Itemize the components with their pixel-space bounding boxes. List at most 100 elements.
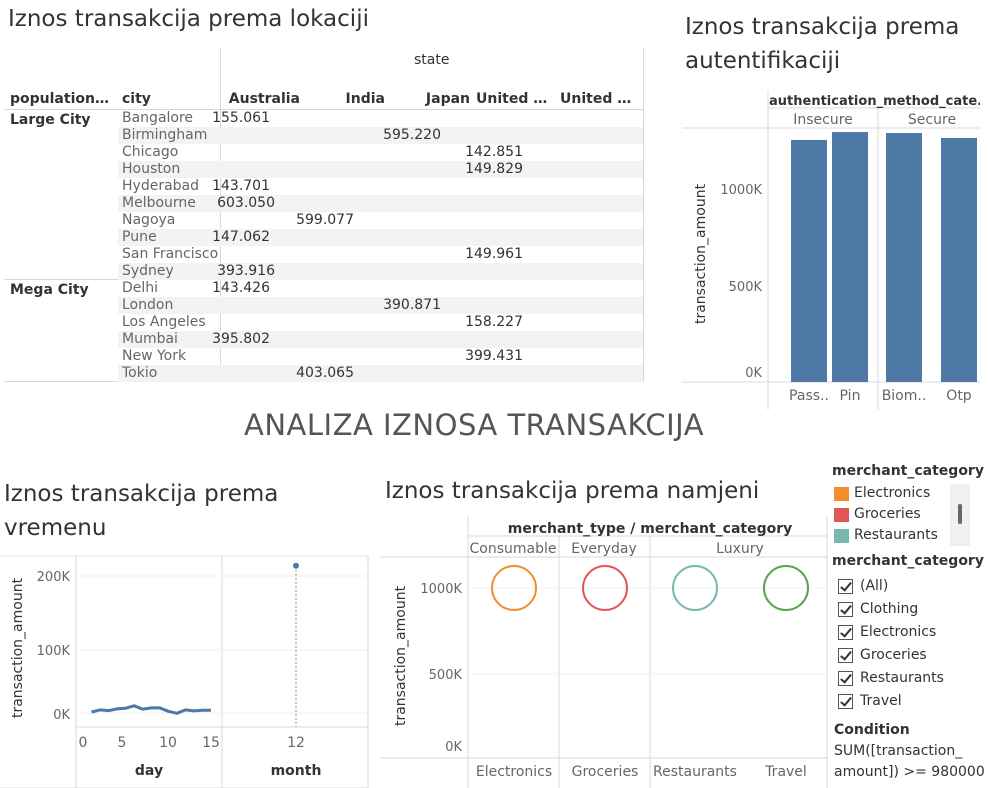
cell-value: 147.062 <box>212 229 270 245</box>
city-name: Birmingham <box>122 127 208 143</box>
checkbox-checked[interactable] <box>838 579 853 594</box>
filter-option-label: Restaurants <box>860 670 944 686</box>
city-name: Los Angeles <box>122 314 206 330</box>
legend-swatch <box>834 508 849 522</box>
purpose-circle-chart: merchant_type / merchant_category Consum… <box>380 516 828 788</box>
table-row: Mumbai 395.802 <box>118 331 643 348</box>
cell-value: 149.829 <box>465 161 523 177</box>
purpose-y-axis-label: transaction_amount <box>393 585 409 726</box>
time-y-tick: 200K <box>37 570 71 585</box>
checkbox-checked[interactable] <box>838 625 853 640</box>
legend-swatch <box>834 487 849 501</box>
purpose-circle[interactable] <box>763 565 809 611</box>
city-header[interactable]: city <box>122 91 151 107</box>
filter-option-label: Clothing <box>860 601 919 617</box>
city-name: Mumbai <box>122 331 178 347</box>
auth-bar[interactable] <box>941 137 977 382</box>
table-row: Pune 147.062 <box>118 229 643 246</box>
population-group-label: Large City <box>10 112 91 128</box>
purpose-circle[interactable] <box>672 565 718 611</box>
checkbox-checked[interactable] <box>838 694 853 709</box>
time-x-tick: 0 <box>79 735 88 751</box>
legend-label: Groceries <box>854 506 921 522</box>
purpose-circle[interactable] <box>491 565 537 611</box>
auth-y-tick: 0K <box>745 366 762 381</box>
auth-title-line2: autentifikaciji <box>685 48 841 74</box>
auth-x-tick: Otp <box>946 388 972 404</box>
state-column-header[interactable]: Australia <box>228 91 300 107</box>
time-y-axis-label: transaction_amount <box>10 577 26 718</box>
table-row: Delhi 143.426 <box>118 280 643 297</box>
time-series-line[interactable] <box>91 704 212 715</box>
auth-x-tick: Biom.. <box>882 388 927 404</box>
purpose-title: Iznos transakcija prema namjeni <box>385 478 760 504</box>
filter-option-label: Groceries <box>860 647 927 663</box>
auth-bar[interactable] <box>832 132 868 382</box>
cell-value: 143.426 <box>212 280 270 296</box>
auth-method-header: authentication_method_cate.. <box>769 94 980 109</box>
population-header[interactable]: population_c.. <box>10 91 115 107</box>
checkbox-checked[interactable] <box>838 671 853 686</box>
population-group-label: Mega City <box>10 282 89 298</box>
time-month-tick: 12 <box>287 735 305 751</box>
purpose-x-tick: Travel <box>764 764 807 780</box>
checkbox-checked[interactable] <box>838 602 853 617</box>
location-title: Iznos transakcija prema lokaciji <box>8 6 369 32</box>
table-row: Melbourne 603.050 <box>118 195 643 212</box>
table-row: New York 399.431 <box>118 348 643 365</box>
legend-label: Restaurants <box>854 527 938 543</box>
table-row: Los Angeles 158.227 <box>118 314 643 331</box>
time-y-tick: 100K <box>37 644 71 659</box>
auth-bar[interactable] <box>886 133 922 382</box>
condition-title: Condition <box>834 722 910 738</box>
cell-value: 142.851 <box>465 144 523 160</box>
cell-value: 155.061 <box>212 110 270 126</box>
city-name: Chicago <box>122 144 179 160</box>
city-name: Hyderabad <box>122 178 199 194</box>
city-name: Pune <box>122 229 157 245</box>
auth-bar-chart: authentication_method_cate.. Insecure Se… <box>682 90 980 410</box>
auth-bar[interactable] <box>791 139 827 382</box>
table-row: Sydney 393.916 <box>118 263 643 280</box>
cell-value: 403.065 <box>296 365 354 381</box>
city-name: New York <box>122 348 187 364</box>
table-row: Nagoya 599.077 <box>118 212 643 229</box>
legend-scrollbar-thumb[interactable] <box>958 504 962 524</box>
table-row: Chicago 142.851 <box>118 144 643 161</box>
time-x-label-month: month <box>271 763 322 779</box>
state-column-header[interactable]: United Ki.. <box>476 91 556 107</box>
city-name: Delhi <box>122 280 159 296</box>
month-point[interactable] <box>293 562 299 569</box>
cell-value: 595.220 <box>383 127 441 143</box>
dashboard-title: ANALIZA IZNOSA TRANSAKCIJA <box>244 408 705 442</box>
condition-text-line1: SUM([transaction_ <box>834 743 963 759</box>
state-column-header[interactable]: India <box>345 91 385 107</box>
auth-x-tick: Pass.. <box>789 388 829 404</box>
purpose-y-tick: 1000K <box>420 582 462 597</box>
time-x-tick: 10 <box>159 735 177 751</box>
legend-scrollbar[interactable] <box>950 484 970 546</box>
checkbox-checked[interactable] <box>838 648 853 663</box>
purpose-x-tick: Groceries <box>572 764 639 780</box>
city-name: San Francisco <box>122 246 219 262</box>
time-x-tick: 5 <box>118 735 127 751</box>
time-x-label-day: day <box>135 763 163 779</box>
city-name: Bangalore <box>122 110 194 126</box>
time-y-tick: 0K <box>53 708 70 723</box>
city-name: London <box>122 297 174 313</box>
purpose-circle[interactable] <box>582 565 628 611</box>
cell-value: 395.802 <box>212 331 270 347</box>
table-row: London 390.871 <box>118 297 643 314</box>
state-column-header[interactable]: Japan <box>425 91 470 107</box>
state-header: state <box>414 52 450 68</box>
time-title-line1: Iznos transakcija prema <box>4 481 279 507</box>
table-row: Houston 149.829 <box>118 161 643 178</box>
state-column-header[interactable]: United St.. <box>560 91 640 107</box>
time-x-tick: 15 <box>202 735 220 751</box>
cell-value: 149.961 <box>465 246 523 262</box>
time-title-line2: vremenu <box>4 515 107 541</box>
table-row: Birmingham 595.220 <box>118 127 643 144</box>
table-row: San Francisco 149.961 <box>118 246 643 263</box>
purpose-y-tick: 500K <box>429 668 463 683</box>
condition-text-line2: amount]) >= 980000 <box>834 764 985 780</box>
